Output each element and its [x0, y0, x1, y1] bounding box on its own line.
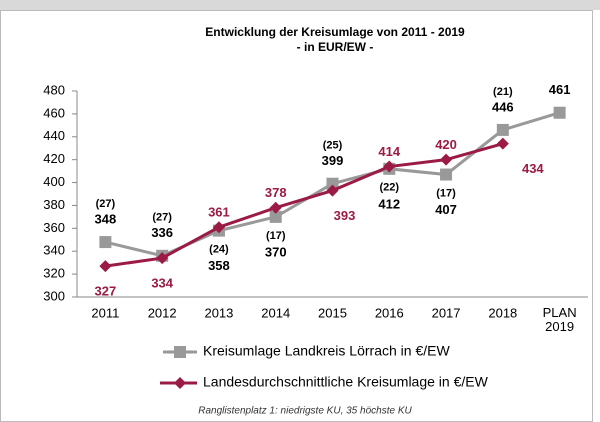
y-tick-label: 300: [43, 288, 65, 303]
series-line: [105, 142, 504, 268]
marker: [99, 260, 112, 273]
value-label: 378: [265, 185, 287, 200]
rank-label: (27): [152, 212, 172, 224]
marker: [212, 221, 225, 234]
x-tick-label: 2017: [432, 305, 461, 320]
top-bar: [0, 0, 600, 10]
x-tick-label: 2015: [318, 305, 347, 320]
chart-title: Entwicklung der Kreisumlage von 2011 - 2…: [205, 25, 465, 39]
value-label: 461: [549, 82, 571, 97]
legend-label: Landesdurchschnittliche Kreisumlage in €…: [203, 374, 489, 390]
y-tick-label: 440: [43, 128, 65, 143]
value-label: 446: [492, 99, 514, 114]
legend-marker: [174, 346, 186, 358]
value-label: 370: [265, 244, 287, 259]
rank-label: (27): [96, 198, 116, 210]
chart-subtitle: - in EUR/EW -: [297, 40, 374, 54]
marker: [496, 137, 509, 150]
marker: [553, 106, 566, 119]
y-tick-label: 360: [43, 220, 65, 235]
rank-label: (25): [323, 140, 343, 152]
value-label: 434: [522, 161, 544, 176]
legend-marker: [174, 377, 186, 389]
frame: [0, 10, 593, 422]
marker: [440, 153, 453, 166]
y-tick-label: 380: [43, 197, 65, 212]
value-label: 414: [378, 144, 400, 159]
x-tick-label: 2011: [91, 305, 119, 320]
y-tick-label: 460: [43, 105, 65, 120]
rank-label: (22): [379, 182, 399, 194]
value-label: 348: [95, 212, 117, 227]
marker: [326, 184, 339, 197]
rank-label: (24): [209, 244, 229, 256]
legend-label: Kreisumlage Landkreis Lörrach in €/EW: [203, 343, 450, 359]
value-label: 412: [378, 196, 400, 211]
value-label: 336: [151, 225, 173, 240]
rank-label: (21): [493, 86, 513, 98]
marker: [326, 177, 339, 190]
footnote: Ranglistenplatz 1: niedrigste KU, 35 höc…: [198, 406, 412, 417]
value-label: 358: [208, 258, 230, 273]
marker: [269, 201, 282, 214]
y-tick-label: 420: [43, 151, 65, 166]
rank-label: (17): [436, 187, 456, 199]
x-tick-label: 2016: [375, 305, 404, 320]
marker: [383, 160, 396, 173]
marker: [440, 168, 453, 181]
marker: [156, 252, 169, 265]
marker: [99, 236, 112, 249]
y-tick-label: 480: [43, 82, 65, 97]
x-tick-label: PLAN 2019: [543, 305, 577, 334]
value-label: 334: [151, 276, 173, 291]
marker: [496, 123, 509, 136]
x-tick-label: 2013: [204, 305, 233, 320]
rank-label: (17): [266, 230, 286, 242]
x-tick-label: 2018: [488, 305, 517, 320]
value-label: 420: [435, 137, 457, 152]
value-label: 407: [435, 202, 457, 217]
y-tick-label: 320: [43, 266, 65, 281]
value-label: 393: [334, 208, 356, 223]
marker: [269, 210, 282, 223]
y-tick-label: 400: [43, 174, 65, 189]
x-tick-label: 2014: [261, 305, 290, 320]
value-label: 361: [208, 205, 230, 220]
value-label: 399: [322, 153, 344, 168]
value-label: 327: [95, 284, 117, 299]
x-tick-label: 2012: [148, 305, 177, 320]
y-tick-label: 340: [43, 243, 65, 258]
